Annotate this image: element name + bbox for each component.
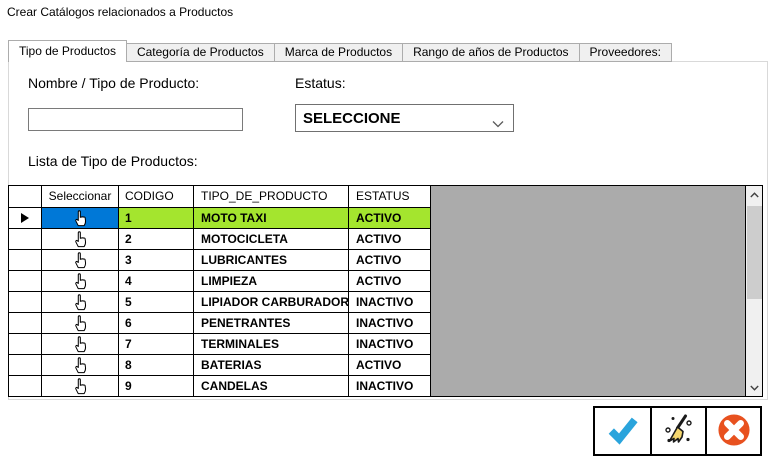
header-codigo[interactable]: CODIGO (119, 186, 194, 208)
hand-pointer-icon (74, 336, 86, 353)
select-hand-cell[interactable] (42, 334, 119, 355)
estatus-cell[interactable]: ACTIVO (349, 250, 431, 271)
select-hand-cell[interactable] (42, 208, 119, 229)
codigo-cell[interactable]: 7 (119, 334, 194, 355)
select-hand-cell[interactable] (42, 271, 119, 292)
tab-tipo-de-productos[interactable]: Tipo de Productos (8, 40, 127, 62)
grid-content: Seleccionar CODIGO TIPO_DE_PRODUCTO ESTA… (9, 186, 745, 396)
select-hand-cell[interactable] (42, 250, 119, 271)
table-row: 9 CANDELAS INACTIVO (9, 376, 745, 396)
scroll-up-icon[interactable] (746, 186, 762, 203)
action-button-bar (593, 406, 762, 456)
chevron-down-icon (492, 115, 504, 133)
cancel-icon (714, 410, 754, 453)
status-select[interactable]: SELECCIONE (295, 104, 514, 132)
codigo-cell[interactable]: 5 (119, 292, 194, 313)
hand-pointer-icon (74, 294, 86, 311)
scrollbar-thumb[interactable] (747, 206, 762, 299)
estatus-cell[interactable]: ACTIVO (349, 271, 431, 292)
row-selector-cell[interactable] (9, 229, 42, 250)
hand-pointer-icon (74, 231, 86, 248)
accept-button[interactable] (595, 408, 650, 454)
hand-pointer-icon (74, 378, 86, 395)
tipo-cell[interactable]: TERMINALES (194, 334, 349, 355)
tab-rango-de-a-os-de-productos[interactable]: Rango de años de Productos (402, 43, 580, 62)
header-tipo[interactable]: TIPO_DE_PRODUCTO (194, 186, 349, 208)
table-row: 1 MOTO TAXI ACTIVO (9, 208, 745, 229)
hand-pointer-icon (74, 315, 86, 332)
table-row: 6 PENETRANTES INACTIVO (9, 313, 745, 334)
table-row: 4 LIMPIEZA ACTIVO (9, 271, 745, 292)
name-label: Nombre / Tipo de Producto: (28, 75, 200, 91)
products-grid: Seleccionar CODIGO TIPO_DE_PRODUCTO ESTA… (8, 185, 763, 397)
hand-pointer-icon (74, 357, 86, 374)
codigo-cell[interactable]: 3 (119, 250, 194, 271)
estatus-cell[interactable]: INACTIVO (349, 313, 431, 334)
tipo-cell[interactable]: LUBRICANTES (194, 250, 349, 271)
codigo-cell[interactable]: 9 (119, 376, 194, 396)
row-selector-cell[interactable] (9, 313, 42, 334)
estatus-cell[interactable]: ACTIVO (349, 208, 431, 229)
estatus-cell[interactable]: INACTIVO (349, 292, 431, 313)
tipo-cell[interactable]: CANDELAS (194, 376, 349, 396)
estatus-cell[interactable]: INACTIVO (349, 334, 431, 355)
table-row: 2 MOTOCICLETA ACTIVO (9, 229, 745, 250)
vertical-scrollbar[interactable] (745, 186, 762, 396)
name-input[interactable] (28, 108, 243, 131)
codigo-cell[interactable]: 1 (119, 208, 194, 229)
status-selected-value: SELECCIONE (303, 109, 401, 127)
tab-proveedores[interactable]: Proveedores: (578, 43, 672, 62)
estatus-cell[interactable]: ACTIVO (349, 355, 431, 376)
tipo-cell[interactable]: BATERIAS (194, 355, 349, 376)
estatus-cell[interactable]: ACTIVO (349, 229, 431, 250)
tab-categor-a-de-productos[interactable]: Categoría de Productos (125, 43, 275, 62)
estatus-cell[interactable]: INACTIVO (349, 376, 431, 396)
codigo-cell[interactable]: 8 (119, 355, 194, 376)
tipo-cell[interactable]: LIMPIEZA (194, 271, 349, 292)
table-row: 3 LUBRICANTES ACTIVO (9, 250, 745, 271)
tab-marca-de-productos[interactable]: Marca de Productos (273, 43, 404, 62)
grid-body: 1 MOTO TAXI ACTIVO 2 MOTOCICLETA ACTIVO 3 LUBRI… (9, 208, 745, 396)
page-title: Crear Catálogos relacionados a Productos (7, 5, 234, 19)
table-row: 7 TERMINALES INACTIVO (9, 334, 745, 355)
hand-pointer-icon (74, 210, 86, 227)
row-selector-cell[interactable] (9, 208, 42, 229)
hand-pointer-icon (74, 252, 86, 269)
select-hand-cell[interactable] (42, 313, 119, 334)
check-icon (606, 413, 640, 450)
cancel-button[interactable] (705, 408, 760, 454)
hand-pointer-icon (74, 273, 86, 290)
grid-header-row: Seleccionar CODIGO TIPO_DE_PRODUCTO ESTA… (9, 186, 745, 208)
header-seleccionar[interactable]: Seleccionar (42, 186, 119, 208)
row-selector-cell[interactable] (9, 250, 42, 271)
row-selector-cell[interactable] (9, 292, 42, 313)
header-estatus[interactable]: ESTATUS (349, 186, 431, 208)
codigo-cell[interactable]: 2 (119, 229, 194, 250)
scroll-down-icon[interactable] (746, 379, 762, 396)
row-selector-cell[interactable] (9, 334, 42, 355)
list-label: Lista de Tipo de Productos: (28, 153, 198, 169)
tipo-cell[interactable]: PENETRANTES (194, 313, 349, 334)
row-selector-cell[interactable] (9, 355, 42, 376)
table-row: 5 LIPIADOR CARBURADOR INACTIVO (9, 292, 745, 313)
broom-icon (661, 412, 697, 451)
status-label: Estatus: (295, 75, 346, 91)
codigo-cell[interactable]: 4 (119, 271, 194, 292)
current-row-arrow-icon (21, 213, 29, 223)
select-hand-cell[interactable] (42, 292, 119, 313)
select-hand-cell[interactable] (42, 355, 119, 376)
table-row: 8 BATERIAS ACTIVO (9, 355, 745, 376)
codigo-cell[interactable]: 6 (119, 313, 194, 334)
header-row-selector[interactable] (9, 186, 42, 208)
tipo-cell[interactable]: LIPIADOR CARBURADOR (194, 292, 349, 313)
select-hand-cell[interactable] (42, 376, 119, 396)
row-selector-cell[interactable] (9, 271, 42, 292)
select-hand-cell[interactable] (42, 229, 119, 250)
tab-strip: Tipo de Productos Categoría de Productos M… (8, 40, 672, 62)
clear-button[interactable] (650, 408, 705, 454)
tipo-cell[interactable]: MOTO TAXI (194, 208, 349, 229)
tipo-cell[interactable]: MOTOCICLETA (194, 229, 349, 250)
row-selector-cell[interactable] (9, 376, 42, 396)
